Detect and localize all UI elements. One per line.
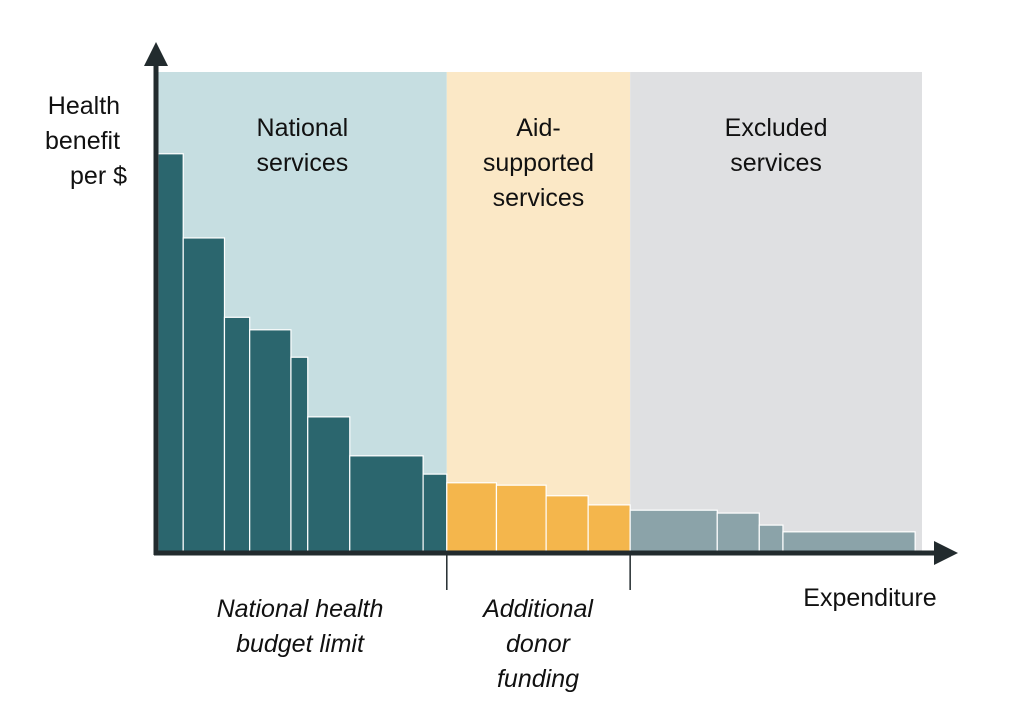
region-label-line: Aid- <box>516 114 560 142</box>
region-label-line: services <box>257 149 349 177</box>
bar-national-1 <box>157 153 184 554</box>
axes <box>144 42 958 565</box>
annotation-label-line: National health <box>217 595 384 623</box>
region-label-line: National <box>257 114 349 142</box>
region-national-label: National services <box>257 114 349 177</box>
bar-national-4 <box>249 329 292 554</box>
x-axis-label: Expenditure <box>803 584 936 612</box>
y-axis-label-line: benefit <box>45 127 120 155</box>
bar-excluded-15 <box>758 524 784 554</box>
y-axis-label: Health benefit per $ <box>45 92 127 190</box>
bar-excluded-13 <box>629 509 718 554</box>
region-label-line: supported <box>483 149 594 177</box>
region-label-line: services <box>730 149 822 177</box>
bar-aid-11 <box>545 495 589 554</box>
annotation-label-line: budget limit <box>236 630 365 658</box>
region-backgrounds <box>158 72 922 553</box>
bar-national-8 <box>422 473 448 554</box>
bar-national-7 <box>349 455 424 554</box>
bar-excluded-14 <box>716 512 760 554</box>
bar-aid-10 <box>495 484 547 554</box>
bar-national-6 <box>307 416 351 554</box>
annotation-label: Additional donor funding <box>481 595 594 693</box>
x-axis-arrow-icon <box>934 541 958 565</box>
annotation-label-line: funding <box>497 665 579 693</box>
annotation-label-line: donor <box>506 630 572 658</box>
bars <box>157 153 916 554</box>
region-aid-background <box>446 72 631 553</box>
annotation-label: National health budget limit <box>217 595 384 658</box>
bar-excluded-16 <box>782 531 916 554</box>
region-excluded-background <box>630 72 922 553</box>
region-excluded-label: Excluded services <box>725 114 828 177</box>
annotations: National health budget limit Additional don… <box>217 553 631 693</box>
y-axis-label-line: per $ <box>70 162 127 190</box>
annotation-label-line: Additional <box>481 595 594 623</box>
region-aid-label: Aid-supported services <box>483 114 594 212</box>
bar-aid-9 <box>446 482 498 554</box>
bar-national-3 <box>223 316 251 554</box>
bar-national-2 <box>182 237 226 554</box>
bar-national-5 <box>290 356 309 554</box>
bar-aid-12 <box>587 504 631 554</box>
region-label-line: Excluded <box>725 114 828 142</box>
y-axis-arrow-icon <box>144 42 168 66</box>
y-axis-label-line: Health <box>48 92 120 120</box>
region-label-line: services <box>493 184 585 212</box>
